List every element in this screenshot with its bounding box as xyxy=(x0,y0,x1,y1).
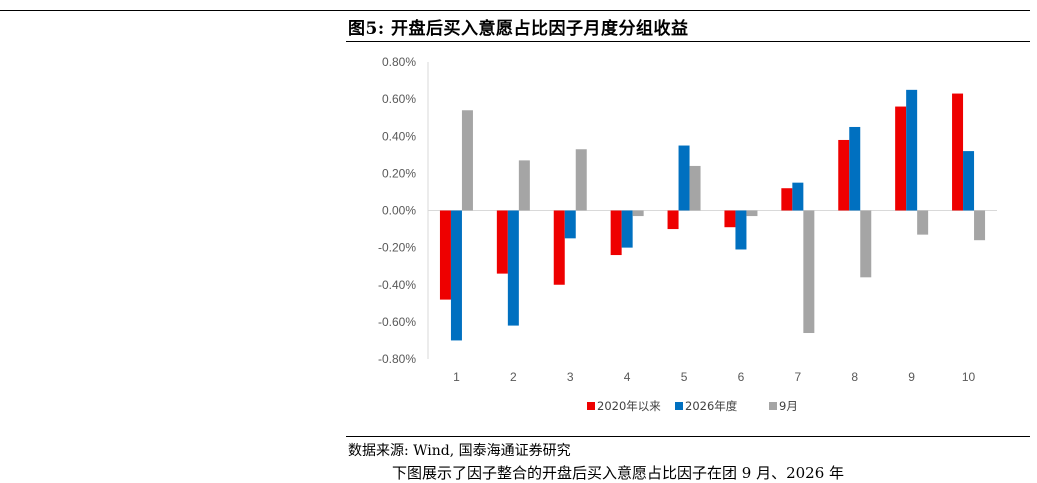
bar xyxy=(746,210,758,217)
legend-swatch xyxy=(675,402,683,410)
x-tick-label: 4 xyxy=(624,370,631,384)
bar xyxy=(553,210,565,285)
x-tick-label: 10 xyxy=(962,370,976,384)
x-tick-label: 7 xyxy=(795,370,802,384)
bar xyxy=(518,160,530,211)
bar xyxy=(667,210,679,230)
x-tick-label: 2 xyxy=(510,370,517,384)
top-rule xyxy=(0,10,1030,11)
bar xyxy=(781,188,793,211)
body-text-line: 下图展示了因子整合的开盘后买入意愿占比因子在团 9 月、2026 年 xyxy=(392,464,845,482)
bar xyxy=(450,210,462,341)
bar xyxy=(906,89,918,211)
legend-swatch xyxy=(587,402,595,410)
x-tick-label: 9 xyxy=(908,370,915,384)
y-tick-label: 0.60% xyxy=(382,92,416,106)
bar xyxy=(963,151,975,211)
bar xyxy=(575,149,587,211)
y-tick-label: 0.80% xyxy=(382,55,416,69)
title-rule xyxy=(346,41,1030,42)
bar xyxy=(792,182,804,211)
bar-chart: 0.80% 0.60% 0.40% 0.20% 0.00% -0.20% -0.40% -0.… xyxy=(378,55,997,413)
legend-label: 2020年以来 xyxy=(597,399,661,413)
bar xyxy=(689,165,701,211)
bar xyxy=(838,139,850,211)
bar xyxy=(849,126,861,211)
bar xyxy=(735,210,747,250)
bar xyxy=(507,210,519,326)
bar xyxy=(803,210,815,334)
source-note: 数据来源: Wind, 国泰海通证券研究 xyxy=(348,443,571,459)
x-tick-label: 6 xyxy=(738,370,745,384)
bottom-rule xyxy=(346,436,1030,437)
bar xyxy=(564,210,576,239)
x-tick-label: 1 xyxy=(453,370,460,384)
bar xyxy=(917,210,929,235)
bar xyxy=(895,106,907,211)
y-tick-label: 0.20% xyxy=(382,166,416,180)
bar xyxy=(496,210,508,274)
y-tick-label: -0.60% xyxy=(378,315,416,329)
bar xyxy=(952,93,964,211)
bar xyxy=(621,210,633,248)
bar xyxy=(678,145,690,211)
x-tick-label: 8 xyxy=(851,370,858,384)
y-tick-label: -0.40% xyxy=(378,278,416,292)
bar xyxy=(439,210,451,300)
legend-label: 2026年度 xyxy=(685,399,738,413)
bar xyxy=(632,210,644,217)
legend-label: 9月 xyxy=(779,399,798,413)
bar xyxy=(860,210,872,278)
bar xyxy=(974,210,986,241)
figure-title: 图5: 开盘后买入意愿占比因子月度分组收益 xyxy=(348,19,689,39)
x-tick-label: 3 xyxy=(567,370,574,384)
y-tick-label: -0.20% xyxy=(378,241,416,255)
x-tick-label: 5 xyxy=(681,370,688,384)
bar xyxy=(724,210,736,228)
bar xyxy=(461,110,473,211)
y-tick-label: 0.40% xyxy=(382,129,416,143)
y-tick-label: 0.00% xyxy=(382,204,416,218)
y-tick-label: -0.80% xyxy=(378,352,416,366)
legend-swatch xyxy=(769,402,777,410)
bar xyxy=(610,210,622,256)
